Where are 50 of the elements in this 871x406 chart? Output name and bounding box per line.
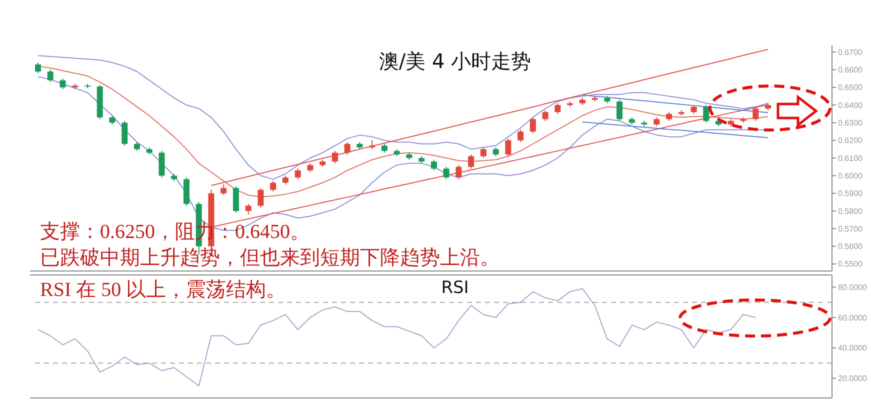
candlestick: [220, 184, 227, 196]
candlestick: [542, 110, 548, 122]
candlestick: [752, 106, 759, 122]
candlestick: [245, 203, 252, 215]
candlestick: [122, 120, 128, 146]
annotation: RSI 在 50 以上，震荡结构。: [40, 279, 286, 301]
annotation: 已跌破中期上升趋势，但也来到短期下降趋势上沿。: [40, 247, 500, 269]
y-tick-label: 0.5700: [838, 224, 864, 234]
candlestick: [158, 150, 165, 178]
candlestick: [294, 168, 301, 180]
y-tick-label: 0.6100: [838, 154, 864, 163]
y-tick-label: 0.6700: [838, 48, 864, 57]
y-tick-label: 0.6200: [838, 136, 864, 146]
candlestick: [258, 188, 264, 208]
candlestick: [232, 186, 239, 214]
candlestick: [505, 138, 512, 157]
y-tick-label: 0.6000: [838, 171, 864, 180]
y-tick-label: 20.0000: [838, 374, 868, 384]
chart-title: 澳/美 4 小时走势: [378, 49, 532, 73]
candlestick: [430, 159, 437, 171]
candlestick: [332, 150, 338, 164]
y-tick-label: 0.6300: [838, 118, 864, 128]
candlestick: [456, 164, 462, 180]
y-tick-label: 0.6500: [838, 83, 864, 92]
line-series: [582, 121, 768, 138]
candlestick: [270, 180, 276, 192]
candlestick: [616, 99, 623, 122]
line-series: [210, 48, 768, 186]
y-tick-label: 0.5900: [838, 189, 864, 198]
y-tick-label: 60.0000: [838, 313, 868, 322]
candlestick: [344, 142, 350, 155]
candlestick: [60, 78, 66, 90]
candlestick: [35, 62, 41, 74]
y-tick-label: 0.5500: [838, 260, 864, 269]
candlestick: [468, 154, 474, 170]
y-tick-label: 0.6400: [838, 100, 864, 110]
y-tick-label: 80.0000: [838, 282, 868, 292]
y-tick-label: 0.5800: [838, 206, 864, 216]
candlestick: [703, 104, 710, 124]
y-tick-label: 40.0000: [838, 344, 868, 353]
candlestick: [530, 116, 536, 134]
y-tick-label: 0.5600: [838, 242, 864, 252]
annotation: 支撑：0.6250，阻力：0.6450。: [40, 221, 310, 243]
y-tick-label: 0.6600: [838, 66, 864, 75]
chart-title: RSI: [441, 278, 469, 298]
candlestick: [480, 146, 486, 158]
candlestick: [443, 166, 450, 180]
candlestick: [518, 129, 524, 143]
candlestick: [47, 69, 54, 83]
candlestick: [554, 102, 561, 114]
